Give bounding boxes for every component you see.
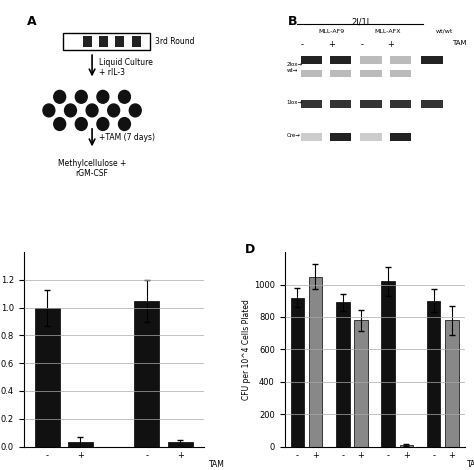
Text: MLL-AF9: MLL-AF9	[318, 29, 345, 34]
Circle shape	[97, 90, 109, 103]
Text: TAM: TAM	[452, 40, 466, 47]
Bar	[135, 301, 159, 446]
Text: +TAM (7 days): +TAM (7 days)	[99, 133, 155, 142]
Bar	[445, 320, 459, 446]
Bar	[427, 301, 440, 446]
FancyBboxPatch shape	[390, 100, 411, 108]
FancyBboxPatch shape	[301, 133, 322, 141]
FancyBboxPatch shape	[329, 70, 351, 78]
Text: wt/wt: wt/wt	[436, 29, 454, 34]
FancyBboxPatch shape	[390, 56, 411, 64]
Circle shape	[75, 118, 87, 131]
FancyBboxPatch shape	[301, 56, 322, 64]
Circle shape	[97, 118, 109, 131]
FancyBboxPatch shape	[116, 36, 125, 47]
Bar	[336, 302, 349, 446]
FancyBboxPatch shape	[301, 70, 322, 78]
FancyBboxPatch shape	[329, 100, 351, 108]
FancyBboxPatch shape	[390, 133, 411, 141]
Bar	[68, 442, 93, 446]
Bar	[382, 282, 395, 446]
Text: +: +	[328, 40, 335, 49]
Bar	[168, 442, 193, 446]
Text: Methylcellulose +
rGM-CSF: Methylcellulose + rGM-CSF	[58, 159, 126, 179]
FancyBboxPatch shape	[421, 56, 443, 64]
Bar	[354, 320, 368, 446]
Text: 2l/1l: 2l/1l	[351, 17, 369, 26]
Bar	[400, 445, 413, 446]
FancyBboxPatch shape	[329, 56, 351, 64]
Text: 2lox→
wt→: 2lox→ wt→	[286, 63, 302, 73]
FancyBboxPatch shape	[360, 56, 382, 64]
FancyBboxPatch shape	[360, 70, 382, 78]
FancyBboxPatch shape	[390, 70, 411, 78]
FancyBboxPatch shape	[301, 100, 322, 108]
Text: -: -	[360, 40, 364, 49]
Circle shape	[54, 90, 65, 103]
Bar	[309, 276, 322, 446]
Text: A: A	[27, 15, 37, 28]
Text: 1lox→: 1lox→	[286, 100, 302, 105]
FancyBboxPatch shape	[360, 133, 382, 141]
Circle shape	[86, 104, 98, 117]
FancyBboxPatch shape	[99, 36, 108, 47]
Circle shape	[54, 118, 65, 131]
FancyBboxPatch shape	[360, 100, 382, 108]
FancyBboxPatch shape	[421, 100, 443, 108]
Text: -: -	[301, 40, 304, 49]
FancyBboxPatch shape	[132, 36, 141, 47]
Circle shape	[64, 104, 76, 117]
Text: B: B	[288, 15, 298, 28]
Circle shape	[43, 104, 55, 117]
Circle shape	[129, 104, 141, 117]
Text: TAM: TAM	[467, 460, 474, 469]
Text: MLL-AFX: MLL-AFX	[374, 29, 401, 34]
Y-axis label: CFU per 10^4 Cells Plated: CFU per 10^4 Cells Plated	[242, 299, 251, 400]
Text: 3rd Round: 3rd Round	[155, 37, 194, 46]
FancyBboxPatch shape	[83, 36, 92, 47]
Text: TAM: TAM	[209, 460, 225, 469]
Circle shape	[108, 104, 119, 117]
Bar	[35, 308, 60, 446]
FancyBboxPatch shape	[64, 33, 150, 50]
Text: D: D	[245, 243, 255, 256]
Circle shape	[118, 118, 130, 131]
Bar	[291, 298, 304, 446]
Text: Cre→: Cre→	[286, 133, 300, 138]
Circle shape	[118, 90, 130, 103]
Circle shape	[75, 90, 87, 103]
FancyBboxPatch shape	[329, 133, 351, 141]
Text: Liquid Culture
+ rIL-3: Liquid Culture + rIL-3	[99, 58, 153, 78]
Text: +: +	[387, 40, 394, 49]
